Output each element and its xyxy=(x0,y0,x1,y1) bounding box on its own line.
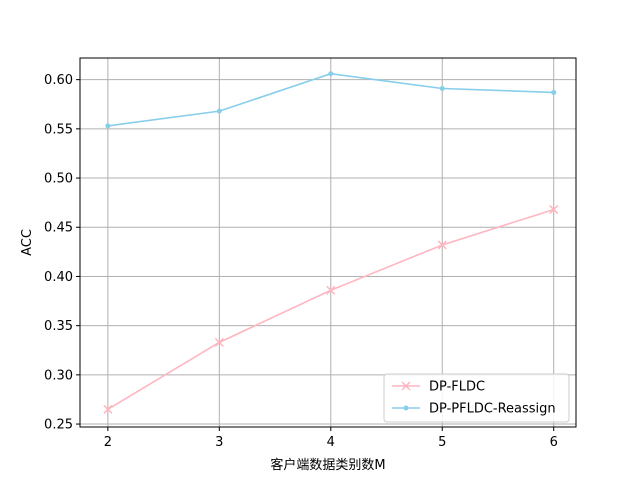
y-tick-label: 0.50 xyxy=(44,172,73,187)
y-tick-label: 0.60 xyxy=(44,73,73,88)
legend-box xyxy=(383,373,570,423)
x-tick-label: 6 xyxy=(550,435,558,450)
x-tick-label: 2 xyxy=(104,435,112,450)
data-point-1-3 xyxy=(439,86,445,92)
y-tick-label: 0.55 xyxy=(44,122,73,137)
data-point-1-2 xyxy=(328,71,334,77)
y-axis-ticks: 0.25 0.30 0.35 0.40 0.45 0.50 0.55 0.60 xyxy=(44,73,80,433)
plot-frame xyxy=(79,57,577,428)
x-tick-label: 3 xyxy=(215,435,223,450)
x-axis-label: 客户端数据类别数M xyxy=(270,457,385,473)
legend-marker-point xyxy=(403,405,409,411)
series-group xyxy=(103,71,559,414)
y-tick-label: 0.25 xyxy=(44,418,73,433)
data-point-1-4 xyxy=(551,89,557,95)
y-tick-label: 0.30 xyxy=(44,368,73,383)
legend-marker-point xyxy=(401,381,411,391)
grid-lines xyxy=(80,58,576,427)
data-point-0-2 xyxy=(326,285,336,295)
legend-label-dp-fldc: DP-FLDC xyxy=(429,380,485,395)
data-point-1-0 xyxy=(105,123,111,129)
y-tick-label: 0.40 xyxy=(44,270,73,285)
legend-marker-dp-pfldc-reassign xyxy=(403,405,409,411)
x-axis-ticks: 2 3 4 5 6 xyxy=(104,427,558,450)
legend-label-dp-pfldc-reassign: DP-PFLDC-Reassign xyxy=(429,402,556,417)
y-axis-label: ACC xyxy=(20,229,35,256)
x-tick-label: 4 xyxy=(327,435,335,450)
data-point-0-4 xyxy=(549,205,559,215)
y-tick-label: 0.35 xyxy=(44,319,73,334)
legend: DP-FLDC DP-PFLDC-Reassign xyxy=(383,373,570,423)
data-point-1-1 xyxy=(216,108,222,114)
data-point-0-3 xyxy=(437,240,447,250)
data-point-0-1 xyxy=(214,337,224,347)
y-tick-label: 0.45 xyxy=(44,221,73,236)
x-tick-label: 5 xyxy=(438,435,446,450)
data-point-0-0 xyxy=(103,404,113,414)
legend-marker-dp-fldc xyxy=(401,381,411,391)
